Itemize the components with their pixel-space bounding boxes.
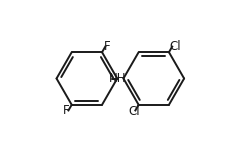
Text: F: F [63,104,70,117]
Text: NH: NH [109,72,127,85]
Text: Cl: Cl [170,40,181,53]
Text: Cl: Cl [128,105,140,118]
Text: F: F [104,40,111,53]
